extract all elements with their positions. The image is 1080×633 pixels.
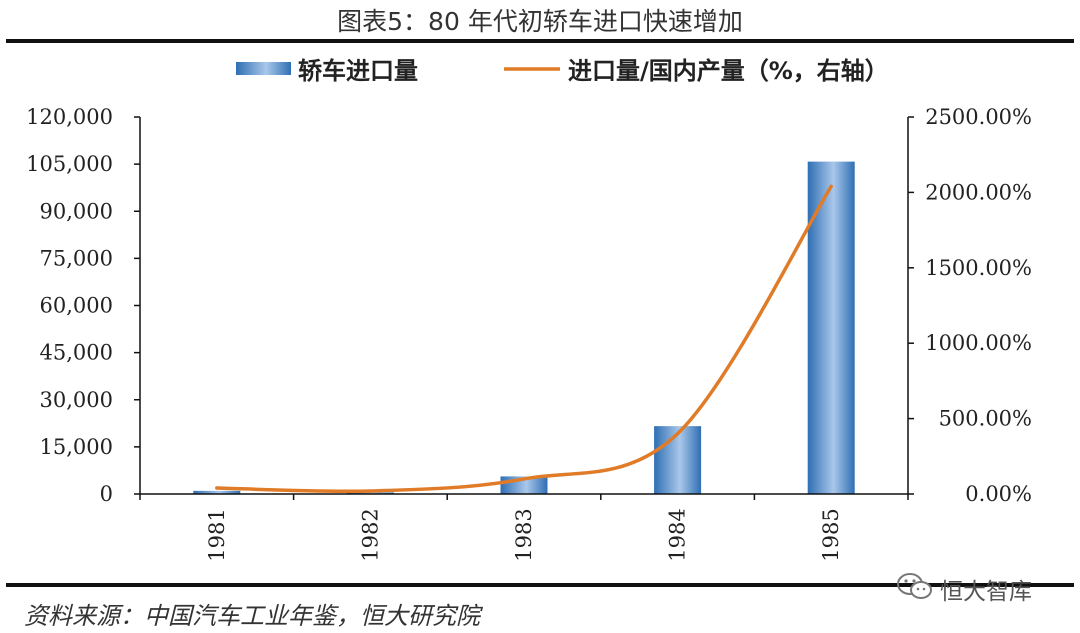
left-axis-tick-label: 120,000 <box>26 105 113 129</box>
wechat-icon <box>897 573 932 599</box>
bottom-rule <box>6 583 1074 587</box>
legend-bar-label: 轿车进口量 <box>298 57 418 85</box>
legend-line-label: 进口量/国内产量（%，右轴） <box>568 57 889 85</box>
x-axis-tick-label: 1985 <box>819 508 843 561</box>
right-axis-tick-label: 1500.00% <box>925 256 1032 280</box>
left-axis-tick-label: 105,000 <box>26 152 113 176</box>
left-axis-tick-label: 45,000 <box>40 341 113 365</box>
watermark: 恒大智库 <box>895 570 1070 605</box>
left-axis-tick-label: 75,000 <box>40 246 113 270</box>
left-axis-tick-label: 30,000 <box>40 388 113 412</box>
legend-bar-swatch <box>236 62 291 75</box>
x-axis-tick-label: 1983 <box>512 508 536 561</box>
bar-1982 <box>346 492 394 494</box>
x-axis-tick-label: 1982 <box>358 508 382 561</box>
chart-title: 图表5：80 年代初轿车进口快速增加 <box>337 7 743 36</box>
bar-1981 <box>193 490 241 494</box>
ratio-line <box>215 184 833 494</box>
right-axis-tick-label: 1000.00% <box>925 331 1032 355</box>
right-axis-tick-label: 0.00% <box>965 482 1032 506</box>
right-axis-tick-label: 2000.00% <box>925 180 1032 204</box>
left-axis-tick-label: 90,000 <box>40 199 113 223</box>
chart-canvas: 轿车进口量 进口量/国内产量（%，右轴） 0 15,000 30,000 45,000 60… <box>26 57 1032 562</box>
x-axis-tick-label: 1984 <box>666 508 690 561</box>
left-axis-tick-label: 15,000 <box>40 435 113 459</box>
right-axis-tick-label: 500.00% <box>939 407 1032 431</box>
bar-1984 <box>654 426 702 494</box>
top-rule <box>6 39 1074 43</box>
source-note: 资料来源：中国汽车工业年鉴，恒大研究院 <box>24 602 480 630</box>
left-axis-tick-label: 0 <box>100 482 113 506</box>
left-axis-tick-label: 60,000 <box>40 294 113 318</box>
right-axis-tick-label: 2500.00% <box>925 105 1032 129</box>
x-axis-tick-label: 1981 <box>205 508 229 561</box>
watermark-text: 恒大智库 <box>940 579 1032 605</box>
bar-1985 <box>807 161 855 494</box>
